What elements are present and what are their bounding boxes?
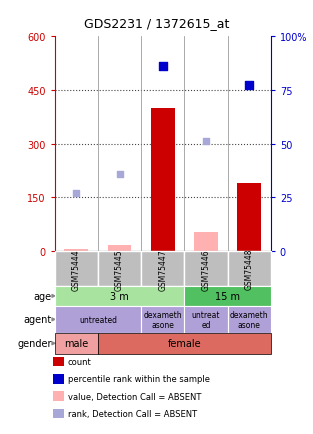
Bar: [151, 108, 175, 252]
Bar: [194, 232, 218, 252]
Text: dexameth
asone: dexameth asone: [143, 310, 182, 329]
Text: GSM75448: GSM75448: [245, 248, 254, 290]
Text: 15 m: 15 m: [215, 291, 240, 301]
Text: percentile rank within the sample: percentile rank within the sample: [68, 375, 210, 383]
Bar: [237, 184, 261, 252]
Text: GSM75446: GSM75446: [202, 248, 210, 290]
Text: value, Detection Call = ABSENT: value, Detection Call = ABSENT: [68, 392, 201, 401]
Text: GSM75447: GSM75447: [158, 248, 167, 290]
Text: GDS2231 / 1372615_at: GDS2231 / 1372615_at: [84, 17, 229, 30]
Text: GSM75445: GSM75445: [115, 248, 124, 290]
Text: male: male: [64, 339, 89, 349]
Text: rank, Detection Call = ABSENT: rank, Detection Call = ABSENT: [68, 409, 197, 418]
Point: [160, 63, 165, 70]
Text: untreated: untreated: [79, 315, 117, 324]
Text: count: count: [68, 357, 92, 366]
Text: untreat
ed: untreat ed: [192, 310, 220, 329]
Bar: [64, 249, 88, 252]
Point: [117, 171, 122, 178]
Point: [74, 190, 79, 197]
Text: female: female: [167, 339, 201, 349]
Point: [247, 83, 252, 90]
Text: dexameth
asone: dexameth asone: [230, 310, 269, 329]
Text: gender: gender: [17, 339, 52, 349]
Bar: [108, 245, 131, 252]
Text: GSM75444: GSM75444: [72, 248, 81, 290]
Text: age: age: [33, 291, 52, 301]
Text: agent: agent: [23, 315, 52, 325]
Point: [203, 139, 208, 146]
Text: 3 m: 3 m: [110, 291, 129, 301]
